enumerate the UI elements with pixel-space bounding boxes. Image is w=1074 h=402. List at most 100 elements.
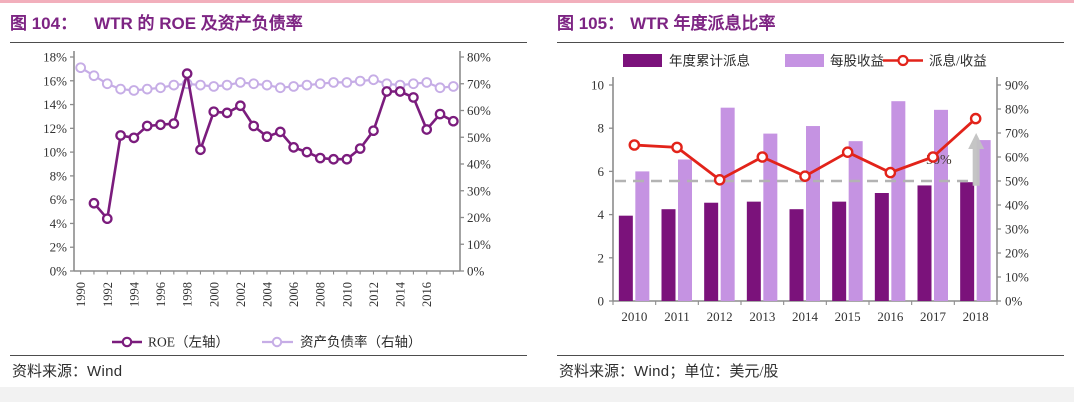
right-axis-tick-label: 20%: [1005, 246, 1029, 261]
left-axis-tick-label: 0: [598, 294, 605, 309]
right-axis-tick-label: 40%: [1005, 198, 1029, 213]
x-axis-year-label: 2017: [920, 309, 947, 324]
dividend-bar-2012: [704, 202, 719, 301]
figures-container: 图 104： WTR 的 ROE 及资产负债率 0% 2% 4% 6% 8% 10% 12% 1…: [0, 3, 1074, 382]
x-axis-year-label: 1994: [127, 281, 141, 307]
page-top-accent: [0, 0, 1074, 3]
right-axis-tick-label: 70%: [467, 76, 491, 91]
right-axis-tick-label: 60%: [467, 103, 491, 118]
right-axis-tick-label: 50%: [467, 130, 491, 145]
source-value: Wind: [87, 363, 123, 380]
eps-bar-2011: [678, 159, 692, 301]
dividend-bar-2015: [832, 201, 847, 301]
debt-ratio-series: [75, 62, 459, 96]
x-axis-year-label: 2008: [314, 282, 328, 307]
right-axis-tick-label: 10%: [467, 237, 491, 252]
right-axis-tick-label: 10%: [1005, 270, 1029, 285]
roe-debt-ratio-chart: 0% 2% 4% 6% 8% 10% 12% 14% 16% 18% 0% 10% 20% 30% 40% 5…: [43, 50, 491, 350]
dividend-bar-2016: [874, 193, 889, 301]
left-axis-tick-label: 12%: [43, 121, 67, 136]
eps-bar-2017: [934, 109, 948, 301]
x-axis-year-label: 2014: [792, 309, 819, 324]
right-axis-tick-label: 40%: [467, 157, 491, 172]
x-axis-year-label: 2015: [835, 309, 861, 324]
dividend-bar-2017: [917, 185, 932, 301]
figure-104-title-text: WTR 的 ROE 及资产负债率: [94, 14, 303, 33]
x-axis-year-label: 2006: [287, 282, 301, 307]
left-axis-tick-label: 18%: [43, 50, 67, 65]
right-axis-tick-label: 80%: [467, 50, 491, 65]
figure-104-number: 图 104：: [10, 14, 78, 33]
x-axis-year-label: 2010: [340, 282, 354, 307]
dividend-bars: [618, 182, 975, 301]
legend-debt-ratio-label: 资产负债率（右轴）: [300, 334, 422, 350]
dividend-bar-2018: [960, 182, 975, 301]
dividend-bar-2013: [746, 201, 761, 301]
figure-105-title-text: WTR 年度派息比率: [630, 14, 776, 33]
x-axis-year-label: 2012: [367, 282, 381, 307]
x-axis-year-label: 2013: [749, 309, 775, 324]
x-axis-year-label: 2014: [394, 281, 408, 307]
dividend-bar-2010: [618, 215, 633, 301]
source-value: Wind: [634, 363, 670, 380]
source-label: 资料来源：: [559, 364, 635, 380]
eps-bar-2013: [763, 133, 778, 301]
eps-bar-2015: [848, 141, 863, 301]
eps-bar-2012: [720, 107, 735, 302]
right-axis-tick-label: 0%: [1005, 294, 1023, 309]
figure-105-source: 资料来源：Wind；单位：美元/股: [557, 355, 1064, 382]
dividend-bar-2011: [661, 209, 676, 301]
x-axis-year-label: 2000: [207, 282, 221, 307]
x-axis-year-label: 2016: [877, 309, 904, 324]
x-axis-year-label: 1992: [101, 282, 115, 307]
left-axis-tick-label: 4: [598, 207, 605, 222]
left-axis-tick-label: 0%: [50, 264, 68, 279]
x-axis-year-label: 1996: [154, 282, 168, 307]
arrow-up-icon: [968, 133, 985, 186]
figure-104-source: 资料来源：Wind: [10, 355, 527, 382]
eps-bar-2018: [976, 140, 991, 301]
legend-roe-label: ROE（左轴）: [148, 335, 229, 350]
x-axis-year-label: 2012: [707, 309, 733, 324]
left-axis-tick-label: 16%: [43, 73, 67, 88]
right-axis-tick-label: 90%: [1005, 78, 1029, 93]
eps-bar-2014: [806, 126, 820, 301]
right-axis-tick-label: 0%: [467, 264, 485, 279]
left-axis-tick-label: 8%: [50, 168, 68, 183]
page-bottom-strip: [0, 387, 1074, 402]
left-axis-tick-label: 10%: [43, 145, 67, 160]
source-label: 资料来源：: [12, 364, 88, 380]
legend-eps-label: 每股收益: [830, 54, 884, 69]
left-axis-tick-label: 2: [598, 250, 605, 265]
x-axis-year-label: 1990: [74, 282, 88, 307]
right-axis-tick-label: 80%: [1005, 102, 1029, 117]
x-axis-year-label: 2002: [234, 282, 248, 307]
x-axis-year-label: 2016: [420, 282, 434, 307]
right-axis-tick-label: 20%: [467, 210, 491, 225]
left-axis-tick-label: 6%: [50, 192, 68, 207]
legend: 年度累计派息 每股收益 派息/收益: [623, 53, 987, 69]
right-axis-tick-label: 50%: [1005, 174, 1029, 189]
right-axis-tick-label: 30%: [467, 183, 491, 198]
figure-105-panel: 图 105： WTR 年度派息比率 年度累计派息 每股收益 派息/收益 0 2 4 6 8 10 0…: [537, 3, 1074, 382]
left-axis-tick-label: 14%: [43, 97, 67, 112]
x-axis-year-label: 2011: [664, 309, 690, 324]
eps-bar-2016: [891, 101, 906, 301]
payout-line: [628, 112, 982, 186]
x-axis-year-label: 2018: [963, 309, 989, 324]
left-axis-tick-label: 4%: [50, 216, 68, 231]
source-suffix: ；单位：美元/股: [669, 364, 779, 380]
x-axis-year-label: 1998: [181, 282, 195, 307]
figure-105-number: 图 105：: [557, 14, 625, 33]
figure-105-title: 图 105： WTR 年度派息比率: [557, 10, 1064, 43]
figure-104-title: 图 104： WTR 的 ROE 及资产负债率: [10, 10, 527, 43]
right-axis-tick-label: 70%: [1005, 126, 1029, 141]
right-axis-tick-label: 60%: [1005, 150, 1029, 165]
left-axis-tick-label: 8: [598, 121, 605, 136]
legend-payout-label: 派息/收益: [929, 53, 987, 69]
dividend-payout-chart: 年度累计派息 每股收益 派息/收益 0 2 4 6 8 10 0% 10% 20% 30% 40% 50% 6…: [591, 53, 1029, 325]
right-axis-tick-label: 30%: [1005, 222, 1029, 237]
legend-dividend-label: 年度累计派息: [669, 53, 750, 69]
x-axis-year-label: 2010: [621, 309, 647, 324]
